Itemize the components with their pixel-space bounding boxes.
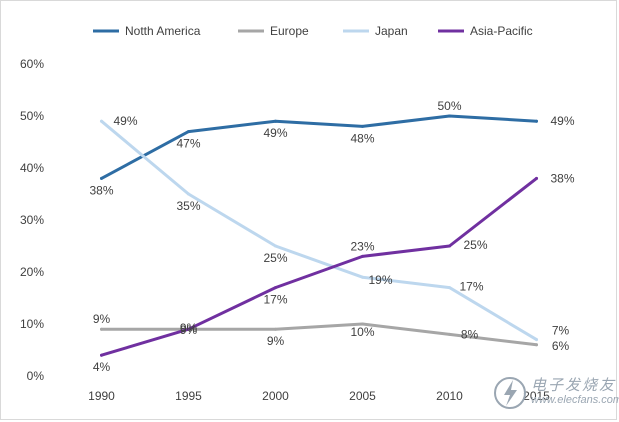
x-tick-label: 2010 [436,389,463,403]
data-point-asia-pacific [187,327,190,331]
watermark: 电子发烧友 www.elecfans.com [491,374,619,414]
data-label-europe: 9% [267,334,285,348]
data-point-europe [361,322,364,326]
data-labels: 38% 47% 49% 48% 50% 49% 9% 9% 9% 10% 8% 6% 49% 35% 25%… [89,99,574,374]
data-point-notth-america [535,119,538,123]
data-label-asia-pacific: 9% [180,321,198,335]
series-line-japan [100,119,538,342]
y-tick-label: 10% [20,317,44,331]
data-point-asia-pacific [361,254,364,258]
y-tick-label: 20% [20,265,44,279]
x-tick-label: 2015 [523,389,550,403]
legend-label-asia-pacific: Asia-Pacific [470,24,533,38]
series-line-notth-america [100,114,538,180]
y-axis: 0% 10% 20% 30% 40% 50% 60% [20,57,44,383]
y-tick-label: 0% [27,369,45,383]
data-label-notth-america: 47% [176,137,200,151]
data-label-europe: 6% [552,339,570,353]
data-label-europe: 9% [93,312,111,326]
data-point-japan [187,192,190,196]
x-tick-label: 1995 [175,389,202,403]
data-point-asia-pacific [274,286,277,290]
legend-label-japan: Japan [375,24,408,38]
data-label-japan: 25% [263,251,287,265]
data-label-asia-pacific: 17% [263,293,287,307]
data-point-asia-pacific [100,353,103,357]
data-point-notth-america [448,114,451,118]
data-point-europe [535,343,538,347]
data-point-japan [361,275,364,279]
data-point-notth-america [361,124,364,128]
data-label-europe: 9% [180,323,198,337]
legend-label-europe: Europe [270,24,309,38]
data-point-europe [274,327,277,331]
data-point-notth-america [274,119,277,123]
legend: Notth America Europe Japan Asia-Pacific [93,24,533,38]
x-tick-label: 1990 [88,389,115,403]
y-tick-label: 60% [20,57,44,71]
y-tick-label: 30% [20,213,44,227]
data-point-japan [535,338,538,342]
y-tick-label: 50% [20,109,44,123]
data-label-japan: 35% [176,199,200,213]
series-lines [100,114,538,357]
data-point-asia-pacific [448,244,451,248]
data-label-japan: 19% [368,273,392,287]
data-label-notth-america: 49% [550,114,574,128]
data-point-japan [448,286,451,290]
data-label-notth-america: 38% [89,183,113,197]
data-label-asia-pacific: 23% [350,239,374,253]
data-label-europe: 8% [461,327,479,341]
watermark-url: www.elecfans.com [531,394,619,406]
data-label-japan: 17% [459,280,483,294]
series-line-europe [100,322,538,347]
data-label-notth-america: 49% [263,126,287,140]
watermark-text: 电子发烧友 [531,377,617,394]
x-tick-label: 2000 [262,389,289,403]
data-point-notth-america [187,130,190,134]
data-label-asia-pacific: 38% [550,171,574,185]
data-point-asia-pacific [535,176,538,180]
data-point-japan [274,244,277,248]
data-label-notth-america: 50% [437,99,461,113]
x-tick-label: 2005 [349,389,376,403]
data-point-europe [100,327,103,331]
data-label-asia-pacific: 25% [463,238,487,252]
data-label-notth-america: 48% [350,131,374,145]
data-point-notth-america [100,176,103,180]
data-label-asia-pacific: 4% [93,360,111,374]
watermark-logo-icon [494,377,526,409]
x-axis: 1990 1995 2000 2005 2010 2015 [88,389,550,403]
data-point-japan [100,119,103,123]
legend-label-notth-america: Notth America [125,24,201,38]
data-point-europe [448,332,451,336]
series-line-asia-pacific [100,176,538,357]
data-label-japan: 7% [552,324,570,338]
y-tick-label: 40% [20,161,44,175]
data-label-europe: 10% [350,325,374,339]
data-label-japan: 49% [113,114,137,128]
